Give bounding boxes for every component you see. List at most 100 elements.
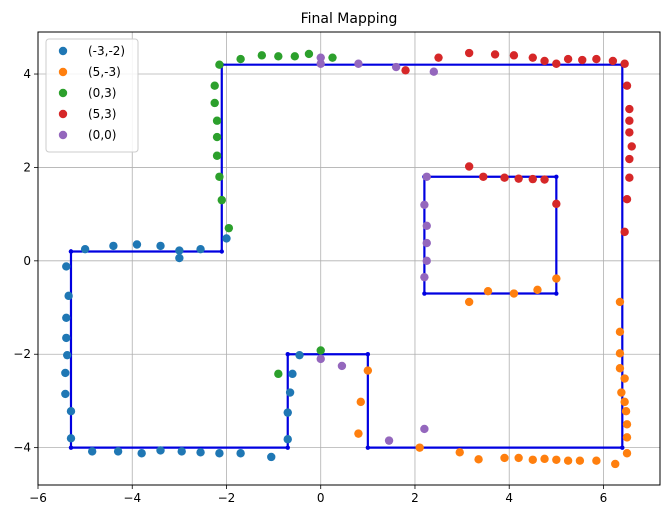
data-point-series-2 — [236, 54, 245, 64]
legend-label: (5,3) — [88, 107, 116, 121]
path-vertex — [620, 445, 625, 450]
path-vertex — [554, 174, 559, 179]
data-point-series-1 — [455, 448, 464, 457]
data-point-series-3 — [592, 54, 601, 64]
data-point-series-4 — [420, 424, 429, 434]
data-point-series-4 — [316, 53, 325, 62]
data-point-series-3 — [490, 50, 500, 59]
data-point-series-3 — [625, 128, 634, 137]
data-point-series-0 — [175, 246, 184, 255]
data-point-series-4 — [337, 361, 347, 371]
data-point-series-3 — [625, 173, 634, 182]
data-point-series-3 — [552, 199, 561, 209]
data-point-series-4 — [420, 272, 429, 282]
data-point-series-0 — [196, 448, 205, 457]
data-point-series-4 — [422, 238, 431, 248]
path-vertex — [68, 249, 74, 254]
data-point-series-1 — [611, 459, 620, 469]
data-point-series-1 — [575, 456, 585, 465]
data-point-series-0 — [283, 408, 292, 417]
data-point-series-1 — [620, 397, 629, 407]
data-point-series-4 — [422, 172, 431, 181]
data-point-series-0 — [62, 313, 71, 323]
data-point-series-4 — [354, 59, 363, 68]
data-point-series-3 — [464, 48, 474, 58]
data-point-series-3 — [625, 104, 634, 114]
data-point-series-1 — [622, 433, 632, 442]
data-point-series-2 — [210, 98, 219, 108]
data-point-series-0 — [156, 446, 165, 455]
x-tick-label: 0 — [317, 491, 325, 505]
path-vertex — [219, 249, 224, 254]
data-point-series-4 — [316, 59, 325, 68]
data-point-series-1 — [509, 289, 519, 298]
data-point-series-0 — [66, 407, 76, 416]
data-point-series-3 — [620, 59, 629, 68]
data-point-series-1 — [592, 456, 601, 465]
y-tick-label: 0 — [23, 254, 31, 268]
data-point-series-3 — [625, 116, 634, 125]
data-point-series-4 — [422, 256, 431, 266]
legend-marker — [58, 130, 68, 140]
data-point-series-3 — [540, 175, 549, 184]
data-point-series-0 — [175, 253, 184, 263]
data-point-series-0 — [177, 447, 186, 456]
data-point-series-3 — [552, 59, 561, 68]
data-point-series-0 — [64, 291, 73, 301]
data-point-series-1 — [621, 407, 631, 416]
data-point-series-2 — [304, 49, 314, 59]
data-point-series-0 — [285, 388, 295, 397]
data-point-series-1 — [622, 420, 632, 429]
data-point-series-3 — [540, 56, 549, 66]
data-point-series-1 — [552, 455, 561, 464]
data-point-series-1 — [615, 349, 625, 358]
data-point-series-0 — [132, 240, 142, 249]
legend-label: (-3,-2) — [88, 44, 125, 58]
data-point-series-0 — [295, 350, 304, 360]
path-vertex — [365, 352, 371, 357]
data-point-series-4 — [384, 436, 394, 445]
data-point-series-0 — [63, 350, 72, 360]
data-point-series-1 — [483, 286, 493, 296]
data-point-series-0 — [137, 449, 146, 458]
data-point-series-3 — [479, 172, 488, 181]
data-point-series-0 — [109, 241, 118, 251]
data-point-series-1 — [514, 453, 523, 463]
data-point-series-1 — [617, 388, 626, 397]
data-point-series-0 — [215, 449, 224, 458]
data-point-series-0 — [87, 447, 97, 456]
data-point-series-1 — [500, 453, 509, 463]
data-point-series-0 — [62, 333, 71, 343]
path-layer — [68, 62, 625, 450]
data-point-series-3 — [563, 54, 573, 64]
data-point-series-2 — [257, 51, 267, 60]
legend-label: (0,3) — [88, 86, 116, 100]
data-point-series-3 — [608, 56, 618, 66]
legend-box — [45, 38, 139, 153]
y-tick-label: −2 — [13, 347, 31, 361]
data-point-series-1 — [615, 364, 625, 373]
path-vertex — [365, 445, 371, 450]
data-point-series-3 — [528, 174, 537, 184]
chart-title: Final Mapping — [301, 11, 398, 27]
data-point-series-1 — [363, 366, 373, 375]
data-point-series-2 — [212, 151, 222, 160]
data-point-series-2 — [224, 223, 234, 233]
path-vertex — [285, 445, 290, 450]
x-tick-label: −2 — [218, 491, 236, 505]
data-point-series-2 — [217, 195, 226, 205]
data-point-series-0 — [267, 452, 276, 462]
data-point-series-2 — [210, 81, 219, 90]
legend-label: (5,-3) — [88, 65, 121, 79]
data-point-series-1 — [464, 297, 474, 307]
data-point-series-3 — [464, 162, 474, 171]
data-point-series-0 — [61, 389, 70, 399]
data-point-series-1 — [615, 297, 625, 307]
legend-marker — [58, 67, 68, 77]
data-point-series-3 — [622, 194, 632, 204]
data-point-series-0 — [156, 241, 165, 251]
data-point-series-3 — [509, 51, 519, 60]
data-point-series-1 — [528, 455, 537, 464]
data-point-series-2 — [215, 60, 224, 69]
data-point-series-1 — [474, 455, 483, 464]
